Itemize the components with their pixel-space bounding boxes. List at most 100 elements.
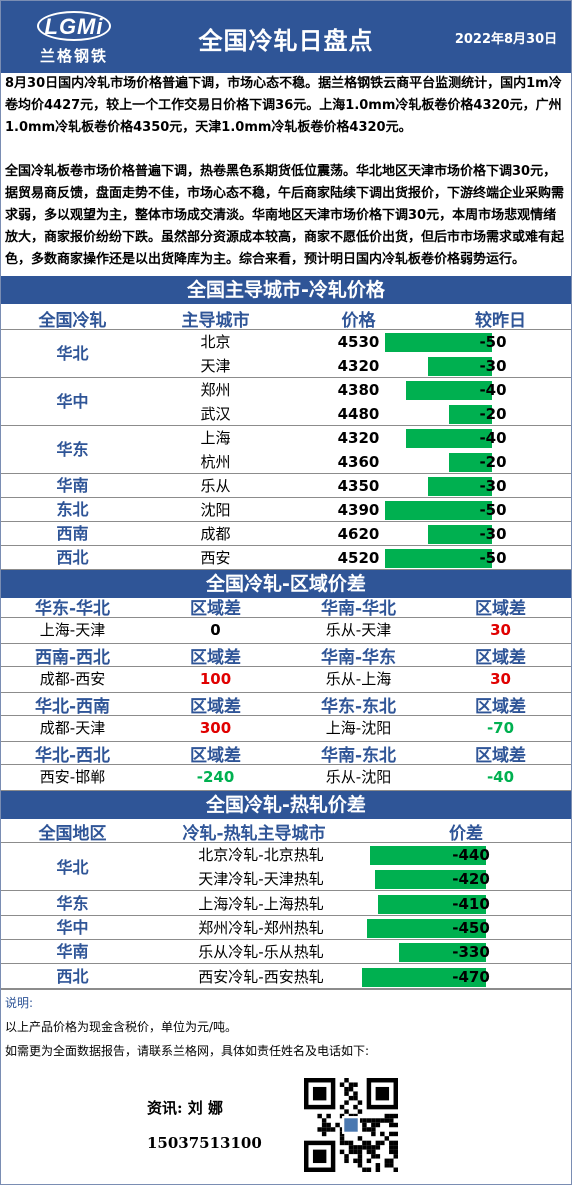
table-row: 成都-西安 100 乐从-上海 30	[1, 667, 571, 691]
right-pair-cell: 乐从-天津	[325, 621, 392, 639]
region-label: 东北	[56, 500, 89, 519]
row-divider	[1, 741, 571, 742]
table-row: 上海 4320 -40	[1, 426, 571, 450]
summary-paragraph-1: 8月30日国内冷轧市场价格普遍下调，市场心态不稳。据兰格钢铁云商平台监测统计，国…	[5, 76, 562, 135]
left-pair-cell: 上海-天津	[39, 621, 106, 639]
price-cell: 4620	[337, 525, 380, 543]
change-bar	[449, 405, 492, 424]
cold-hot-spread-title: 全国冷轧-热轧价差	[1, 791, 571, 819]
city-prices-title: 全国主导城市-冷轧价格	[1, 276, 571, 304]
report-title: 全国冷轧日盘点	[198, 27, 374, 55]
row-divider	[1, 988, 571, 989]
row-divider	[1, 569, 571, 570]
table-row: 郑州 4380 -40	[1, 378, 571, 402]
row-divider	[1, 764, 571, 765]
pair-cell: 郑州冷轧-郑州热轧	[198, 919, 324, 937]
left-pair-cell: 成都-天津	[39, 719, 106, 737]
right-value-cell: 30	[490, 670, 511, 688]
city-cell: 杭州	[200, 453, 231, 471]
spread-cell: -420	[452, 870, 490, 888]
table-row: 乐从 4350 -30	[1, 474, 571, 498]
change-cell: -40	[479, 429, 507, 447]
price-cell: 4480	[337, 405, 380, 423]
row-divider	[1, 715, 571, 716]
col-city-header: 主导城市	[181, 311, 250, 331]
price-cell: 4380	[337, 381, 380, 399]
change-bar	[406, 429, 492, 448]
table-row: 成都-天津 300 上海-沈阳 -70	[1, 716, 571, 740]
logo-oval	[37, 11, 111, 41]
region-label: 华北	[56, 858, 89, 877]
col-region-header: 全国冷轧	[38, 311, 107, 331]
row-divider	[1, 790, 571, 791]
table-row: 天津冷轧-天津热轧 -420	[1, 867, 571, 891]
cold-hot-header: 全国地区 冷轧-热轧主导城市 价差	[1, 819, 571, 844]
spread-cell: -470	[452, 968, 490, 986]
change-cell: -50	[479, 501, 507, 519]
spread-bar	[369, 846, 486, 865]
row-divider	[1, 473, 571, 474]
table-row: 西安冷轧-西安热轧 -470	[1, 965, 571, 989]
logo-text: LGMi	[44, 14, 104, 39]
table-row: 郑州冷轧-郑州热轧 -450	[1, 916, 571, 940]
col-change-header: 较昨日	[475, 311, 526, 331]
left-diff-head: 区域差	[190, 697, 241, 717]
price-cell: 4360	[337, 453, 380, 471]
row-divider	[1, 666, 571, 667]
right-pair-cell: 上海-沈阳	[325, 719, 392, 737]
table-row: 杭州 4360 -20	[1, 450, 571, 474]
change-cell: -20	[479, 453, 507, 471]
right-head: 华南-东北	[320, 746, 397, 766]
table-row: 乐从冷轧-乐从热轧 -330	[1, 940, 571, 964]
note-label: 说明:	[5, 996, 34, 1010]
row-divider	[1, 643, 571, 644]
pair-cell: 北京冷轧-北京热轧	[198, 846, 324, 864]
left-diff-head: 区域差	[190, 599, 241, 619]
col-spread-header: 价差	[449, 824, 483, 844]
logo-cn: 兰格钢铁	[39, 47, 108, 65]
change-cell: -30	[479, 477, 507, 495]
city-cell: 郑州	[200, 381, 231, 399]
pair-cell: 天津冷轧-天津热轧	[198, 870, 324, 888]
right-head: 华南-华北	[320, 599, 397, 619]
contact-name: 资讯: 刘 娜	[147, 1099, 223, 1117]
region-label: 华北	[56, 344, 89, 363]
note-unit: 以上产品价格为现金含税价，单位为元/吨。	[5, 1020, 238, 1034]
right-head: 华东-东北	[320, 697, 397, 717]
row-divider	[1, 521, 571, 522]
spread-block-header: 华东-华北 区域差 华南-华北 区域差	[1, 594, 571, 619]
price-cell: 4350	[337, 477, 380, 495]
pair-cell: 上海冷轧-上海热轧	[198, 895, 324, 913]
change-bar	[406, 381, 492, 400]
contact-phone: 15037513100	[147, 1134, 262, 1152]
table-row: 上海冷轧-上海热轧 -410	[1, 892, 571, 916]
city-cell: 乐从	[200, 477, 231, 495]
change-cell: -40	[479, 381, 507, 399]
right-pair-cell: 乐从-沈阳	[325, 768, 392, 786]
change-bar	[449, 453, 492, 472]
spread-cell: -450	[452, 919, 490, 937]
left-head: 华东-华北	[34, 599, 111, 619]
spread-bar	[377, 895, 486, 914]
city-cell: 北京	[200, 333, 231, 351]
col-area-header: 全国地区	[38, 824, 107, 844]
table-row: 武汉 4480 -20	[1, 402, 571, 426]
region-label: 西北	[56, 967, 89, 986]
table-row: 成都 4620 -30	[1, 522, 571, 546]
left-head: 华北-西南	[34, 697, 111, 717]
city-cell: 天津	[200, 357, 231, 375]
table-row: 北京冷轧-北京热轧 -440	[1, 843, 571, 867]
note-contact-info: 如需更为全面数据报告，请联系兰格网，具体如责任姓名及电话如下:	[5, 1044, 370, 1058]
change-cell: -50	[479, 549, 507, 567]
right-value-cell: -70	[486, 719, 515, 737]
row-divider	[1, 329, 571, 330]
right-diff-head: 区域差	[475, 648, 526, 668]
spread-bar	[362, 968, 486, 987]
left-pair-cell: 西安-邯郸	[39, 768, 106, 786]
row-divider	[1, 545, 571, 546]
city-cell: 上海	[200, 429, 231, 447]
left-value-cell: 300	[199, 719, 232, 737]
spread-bar	[367, 919, 486, 938]
price-cell: 4390	[337, 501, 380, 519]
